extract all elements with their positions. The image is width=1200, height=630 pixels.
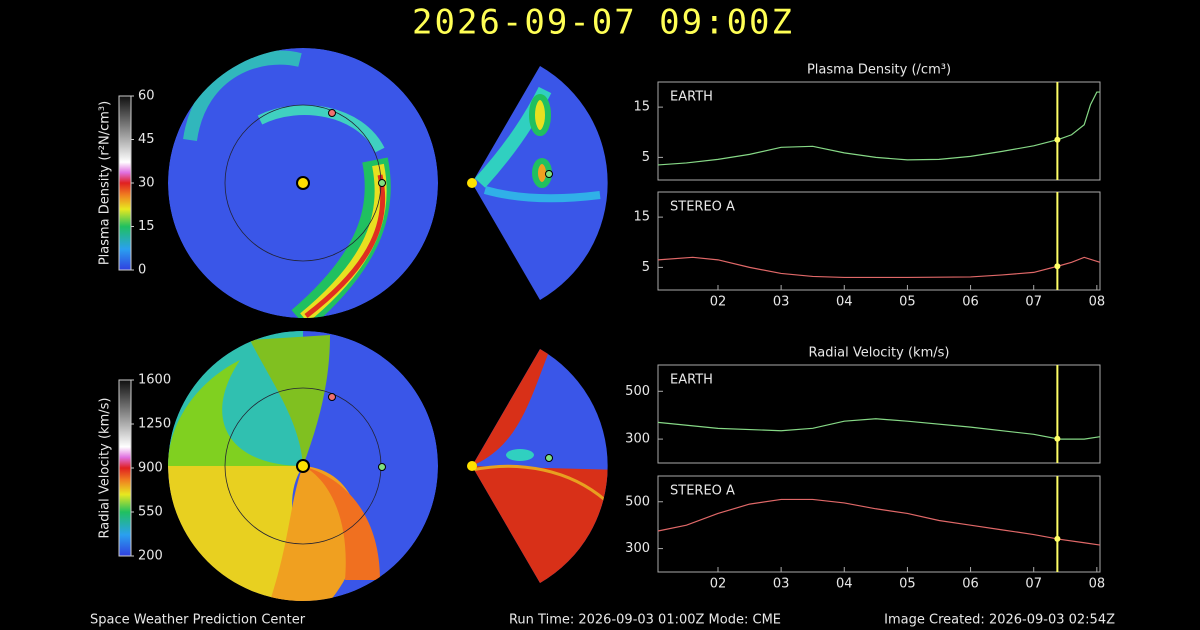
colorbar-tick-label: 900 xyxy=(138,461,163,476)
velocity-wedge xyxy=(472,349,608,583)
current-time-dot xyxy=(1054,136,1061,143)
x-tick-label: 07 xyxy=(1025,577,1042,592)
x-tick-label: 02 xyxy=(710,295,727,310)
y-tick-label: 5 xyxy=(642,150,650,165)
colorbar-tick-label: 45 xyxy=(138,132,155,147)
x-tick-label: 05 xyxy=(899,577,916,592)
colorbar-title: Radial Velocity (km/s) xyxy=(98,398,113,539)
stereo-a-marker xyxy=(328,393,336,401)
x-tick-label: 06 xyxy=(962,295,979,310)
colorbar-title: Plasma Density (r²N/cm³) xyxy=(98,101,113,265)
colorbar-tick-label: 550 xyxy=(138,505,163,520)
data-line xyxy=(657,91,1100,166)
y-tick-label: 300 xyxy=(625,432,650,447)
density-wedge xyxy=(472,66,608,300)
x-tick-label: 06 xyxy=(962,577,979,592)
footer-center: Run Time: 2026-09-03 01:00Z Mode: CME xyxy=(509,613,781,628)
panel-title: Plasma Density (/cm³) xyxy=(807,63,951,78)
data-line xyxy=(657,256,1101,279)
sun xyxy=(296,176,310,190)
sun xyxy=(467,461,477,471)
colorbar-tick-label: 60 xyxy=(138,89,155,104)
plot-frame xyxy=(657,475,1101,573)
x-tick-label: 08 xyxy=(1089,577,1106,592)
colorbar-tick-label: 0 xyxy=(138,263,146,278)
y-tick-label: 500 xyxy=(625,384,650,399)
plot-frame xyxy=(657,81,1101,181)
earth-marker xyxy=(378,463,386,471)
plot-frame xyxy=(657,191,1101,291)
earth-marker xyxy=(545,170,553,178)
x-tick-label: 02 xyxy=(710,577,727,592)
x-tick-label: 07 xyxy=(1025,295,1042,310)
panel-title: Radial Velocity (km/s) xyxy=(809,346,950,361)
stereo-a-marker xyxy=(328,109,336,117)
panel-label: STEREO A xyxy=(670,484,735,499)
current-time-dot xyxy=(1054,263,1061,270)
colorbar xyxy=(118,379,132,557)
sun xyxy=(296,459,310,473)
colorbar-tick-label: 15 xyxy=(138,219,155,234)
current-time-dot xyxy=(1054,535,1061,542)
y-tick-label: 15 xyxy=(633,210,650,225)
data-line xyxy=(657,498,1101,546)
x-tick-label: 04 xyxy=(836,577,853,592)
x-tick-label: 08 xyxy=(1089,295,1106,310)
sun xyxy=(467,178,477,188)
y-tick-label: 300 xyxy=(625,541,650,556)
colorbar-tick-label: 200 xyxy=(138,549,163,564)
x-tick-label: 03 xyxy=(773,577,790,592)
x-tick-label: 05 xyxy=(899,295,916,310)
colorbar-tick-label: 1250 xyxy=(138,417,171,432)
y-tick-label: 500 xyxy=(625,494,650,509)
y-tick-label: 15 xyxy=(633,100,650,115)
footer-right: Image Created: 2026-09-03 02:54Z xyxy=(884,613,1115,628)
current-time-dot xyxy=(1054,435,1061,442)
data-line xyxy=(657,418,1101,440)
plot-frame xyxy=(657,364,1101,464)
colorbar-tick-label: 1600 xyxy=(138,373,171,388)
panel-label: EARTH xyxy=(670,373,713,388)
earth-marker xyxy=(545,454,553,462)
velocity-disk xyxy=(168,331,438,601)
y-tick-label: 5 xyxy=(642,260,650,275)
colorbar xyxy=(118,95,132,271)
page-title: 2026-09-07 09:00Z xyxy=(412,3,794,43)
panel-label: EARTH xyxy=(670,90,713,105)
x-tick-label: 04 xyxy=(836,295,853,310)
panel-label: STEREO A xyxy=(670,200,735,215)
x-tick-label: 03 xyxy=(773,295,790,310)
colorbar-tick-label: 30 xyxy=(138,176,155,191)
footer-left: Space Weather Prediction Center xyxy=(90,613,306,628)
earth-marker xyxy=(378,179,386,187)
